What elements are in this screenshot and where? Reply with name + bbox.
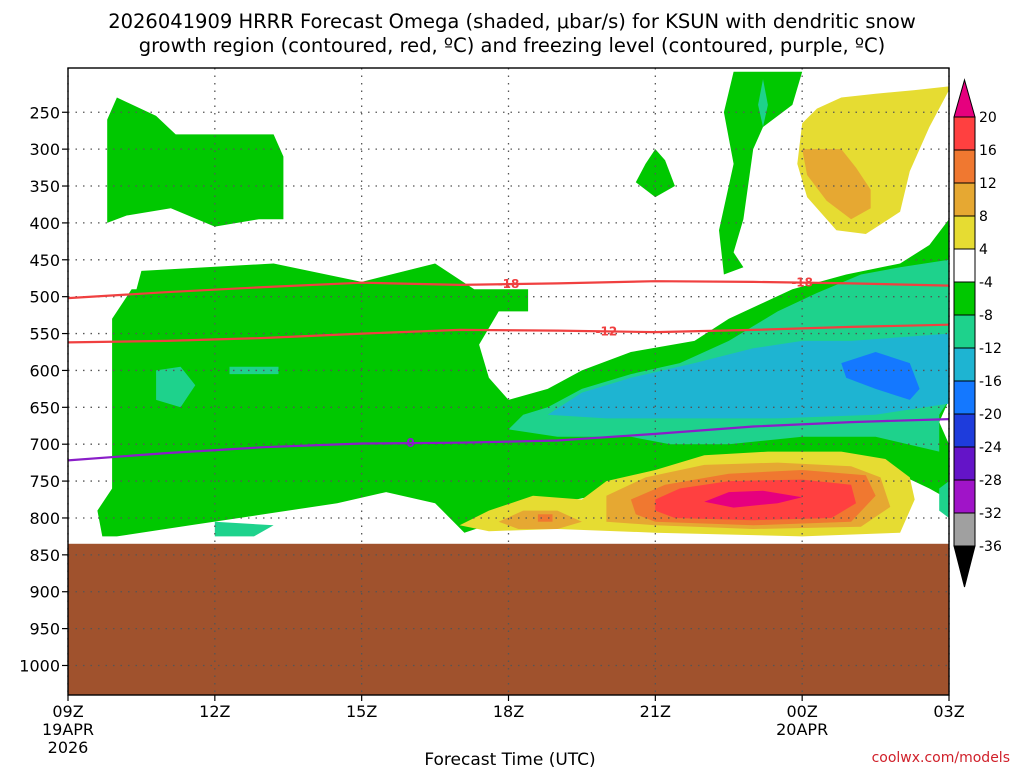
colorbar-label: -4 bbox=[979, 275, 993, 291]
colorbar-label: -12 bbox=[979, 341, 1002, 357]
y-tick-label: 400 bbox=[29, 214, 60, 233]
colorbar-label: -24 bbox=[979, 440, 1002, 456]
y-tick-label: 500 bbox=[29, 288, 60, 307]
colorbar-top-arrow bbox=[953, 78, 976, 118]
omega-region bbox=[229, 366, 279, 375]
y-tick-label: 450 bbox=[29, 251, 60, 270]
colorbar-label: 20 bbox=[979, 110, 997, 126]
omega-region bbox=[939, 481, 949, 518]
x-axis-label: Forecast Time (UTC) bbox=[424, 750, 595, 768]
y-tick-label: 300 bbox=[29, 140, 60, 159]
omega-region bbox=[537, 514, 553, 522]
terrain-fill bbox=[68, 543, 949, 695]
colorbar-swatch bbox=[953, 446, 976, 481]
contour-label: 0 bbox=[406, 436, 414, 450]
x-date-label: 2026 bbox=[48, 738, 89, 757]
colorbar-swatch bbox=[953, 512, 976, 547]
x-tick-label: 15Z bbox=[346, 702, 377, 721]
colorbar-swatch bbox=[953, 479, 976, 514]
contour-label: -18 bbox=[791, 276, 813, 290]
omega-region bbox=[802, 149, 871, 220]
colorbar-label: -20 bbox=[979, 407, 1002, 423]
omega-region bbox=[156, 366, 196, 408]
colorbar-swatch bbox=[953, 281, 976, 316]
x-tick-label: 09Z bbox=[52, 702, 83, 721]
y-tick-label: 650 bbox=[29, 398, 60, 417]
colorbar-swatch bbox=[953, 149, 976, 184]
x-tick-label: 03Z bbox=[933, 702, 964, 721]
colorbar-swatch bbox=[953, 347, 976, 382]
x-tick-label: 12Z bbox=[199, 702, 230, 721]
chart-title-line1: 2026041909 HRRR Forecast Omega (shaded, … bbox=[108, 10, 916, 33]
x-tick-label: 18Z bbox=[493, 702, 524, 721]
contour-line bbox=[68, 323, 949, 344]
colorbar-label: 12 bbox=[979, 176, 997, 192]
y-tick-label: 850 bbox=[29, 546, 60, 565]
contour-label: -18 bbox=[498, 277, 520, 291]
x-tick-label: 00Z bbox=[787, 702, 818, 721]
y-tick-label: 800 bbox=[29, 509, 60, 528]
x-date-label: 19APR bbox=[42, 720, 94, 739]
y-tick-label: 900 bbox=[29, 583, 60, 602]
colorbar-swatch bbox=[953, 182, 976, 217]
x-date-label: 20APR bbox=[776, 720, 828, 739]
colorbar-swatch bbox=[953, 314, 976, 349]
contour-line bbox=[68, 418, 949, 462]
colorbar-label: 8 bbox=[979, 209, 988, 225]
credit-text: coolwx.com/models bbox=[872, 750, 1010, 766]
colorbar-label: 4 bbox=[979, 242, 988, 258]
chart-title-line2: growth region (contoured, red, ºC) and f… bbox=[139, 34, 886, 57]
x-tick-label: 21Z bbox=[640, 702, 671, 721]
colorbar-swatch bbox=[953, 215, 976, 250]
colorbar-label: -36 bbox=[979, 539, 1002, 555]
colorbar-label: -16 bbox=[979, 374, 1002, 390]
omega-region bbox=[841, 352, 920, 400]
y-tick-label: 350 bbox=[29, 177, 60, 196]
omega-region bbox=[214, 521, 274, 537]
colorbar-label: -28 bbox=[979, 473, 1002, 489]
contour-line bbox=[68, 280, 949, 300]
colorbar-bottom-arrow bbox=[953, 545, 976, 588]
colorbar-label: 16 bbox=[979, 143, 997, 159]
colorbar-swatch bbox=[953, 413, 976, 448]
omega-region bbox=[704, 490, 803, 508]
y-tick-label: 250 bbox=[29, 103, 60, 122]
y-tick-label: 550 bbox=[29, 325, 60, 344]
colorbar-swatch bbox=[953, 116, 976, 151]
contour-label: -12 bbox=[596, 324, 618, 338]
omega-region bbox=[719, 71, 803, 275]
y-tick-label: 700 bbox=[29, 435, 60, 454]
y-tick-label: 750 bbox=[29, 472, 60, 491]
omega-region bbox=[107, 97, 284, 227]
omega-region bbox=[547, 333, 949, 419]
plot-area: -18 -18 -12 0 bbox=[67, 67, 950, 696]
y-tick-label: 950 bbox=[29, 620, 60, 639]
colorbar-label: -8 bbox=[979, 308, 993, 324]
y-axis: 250 300 350 400 450 500 550 600 650 700 750 800 850 9… bbox=[19, 103, 68, 675]
contours: -18 -18 -12 0 bbox=[68, 276, 949, 462]
colorbar: 20 16 12 8 4 -4 -8 -12 -16 -20 -24 -28 -32 -36 bbox=[953, 78, 1002, 588]
colorbar-label: -32 bbox=[979, 506, 1002, 522]
y-tick-label: 600 bbox=[29, 361, 60, 380]
y-tick-label: 1000 bbox=[19, 656, 60, 675]
omega-region bbox=[758, 79, 768, 127]
omega-shading bbox=[97, 71, 949, 537]
colorbar-swatch bbox=[953, 380, 976, 415]
colorbar-swatch bbox=[953, 248, 976, 283]
